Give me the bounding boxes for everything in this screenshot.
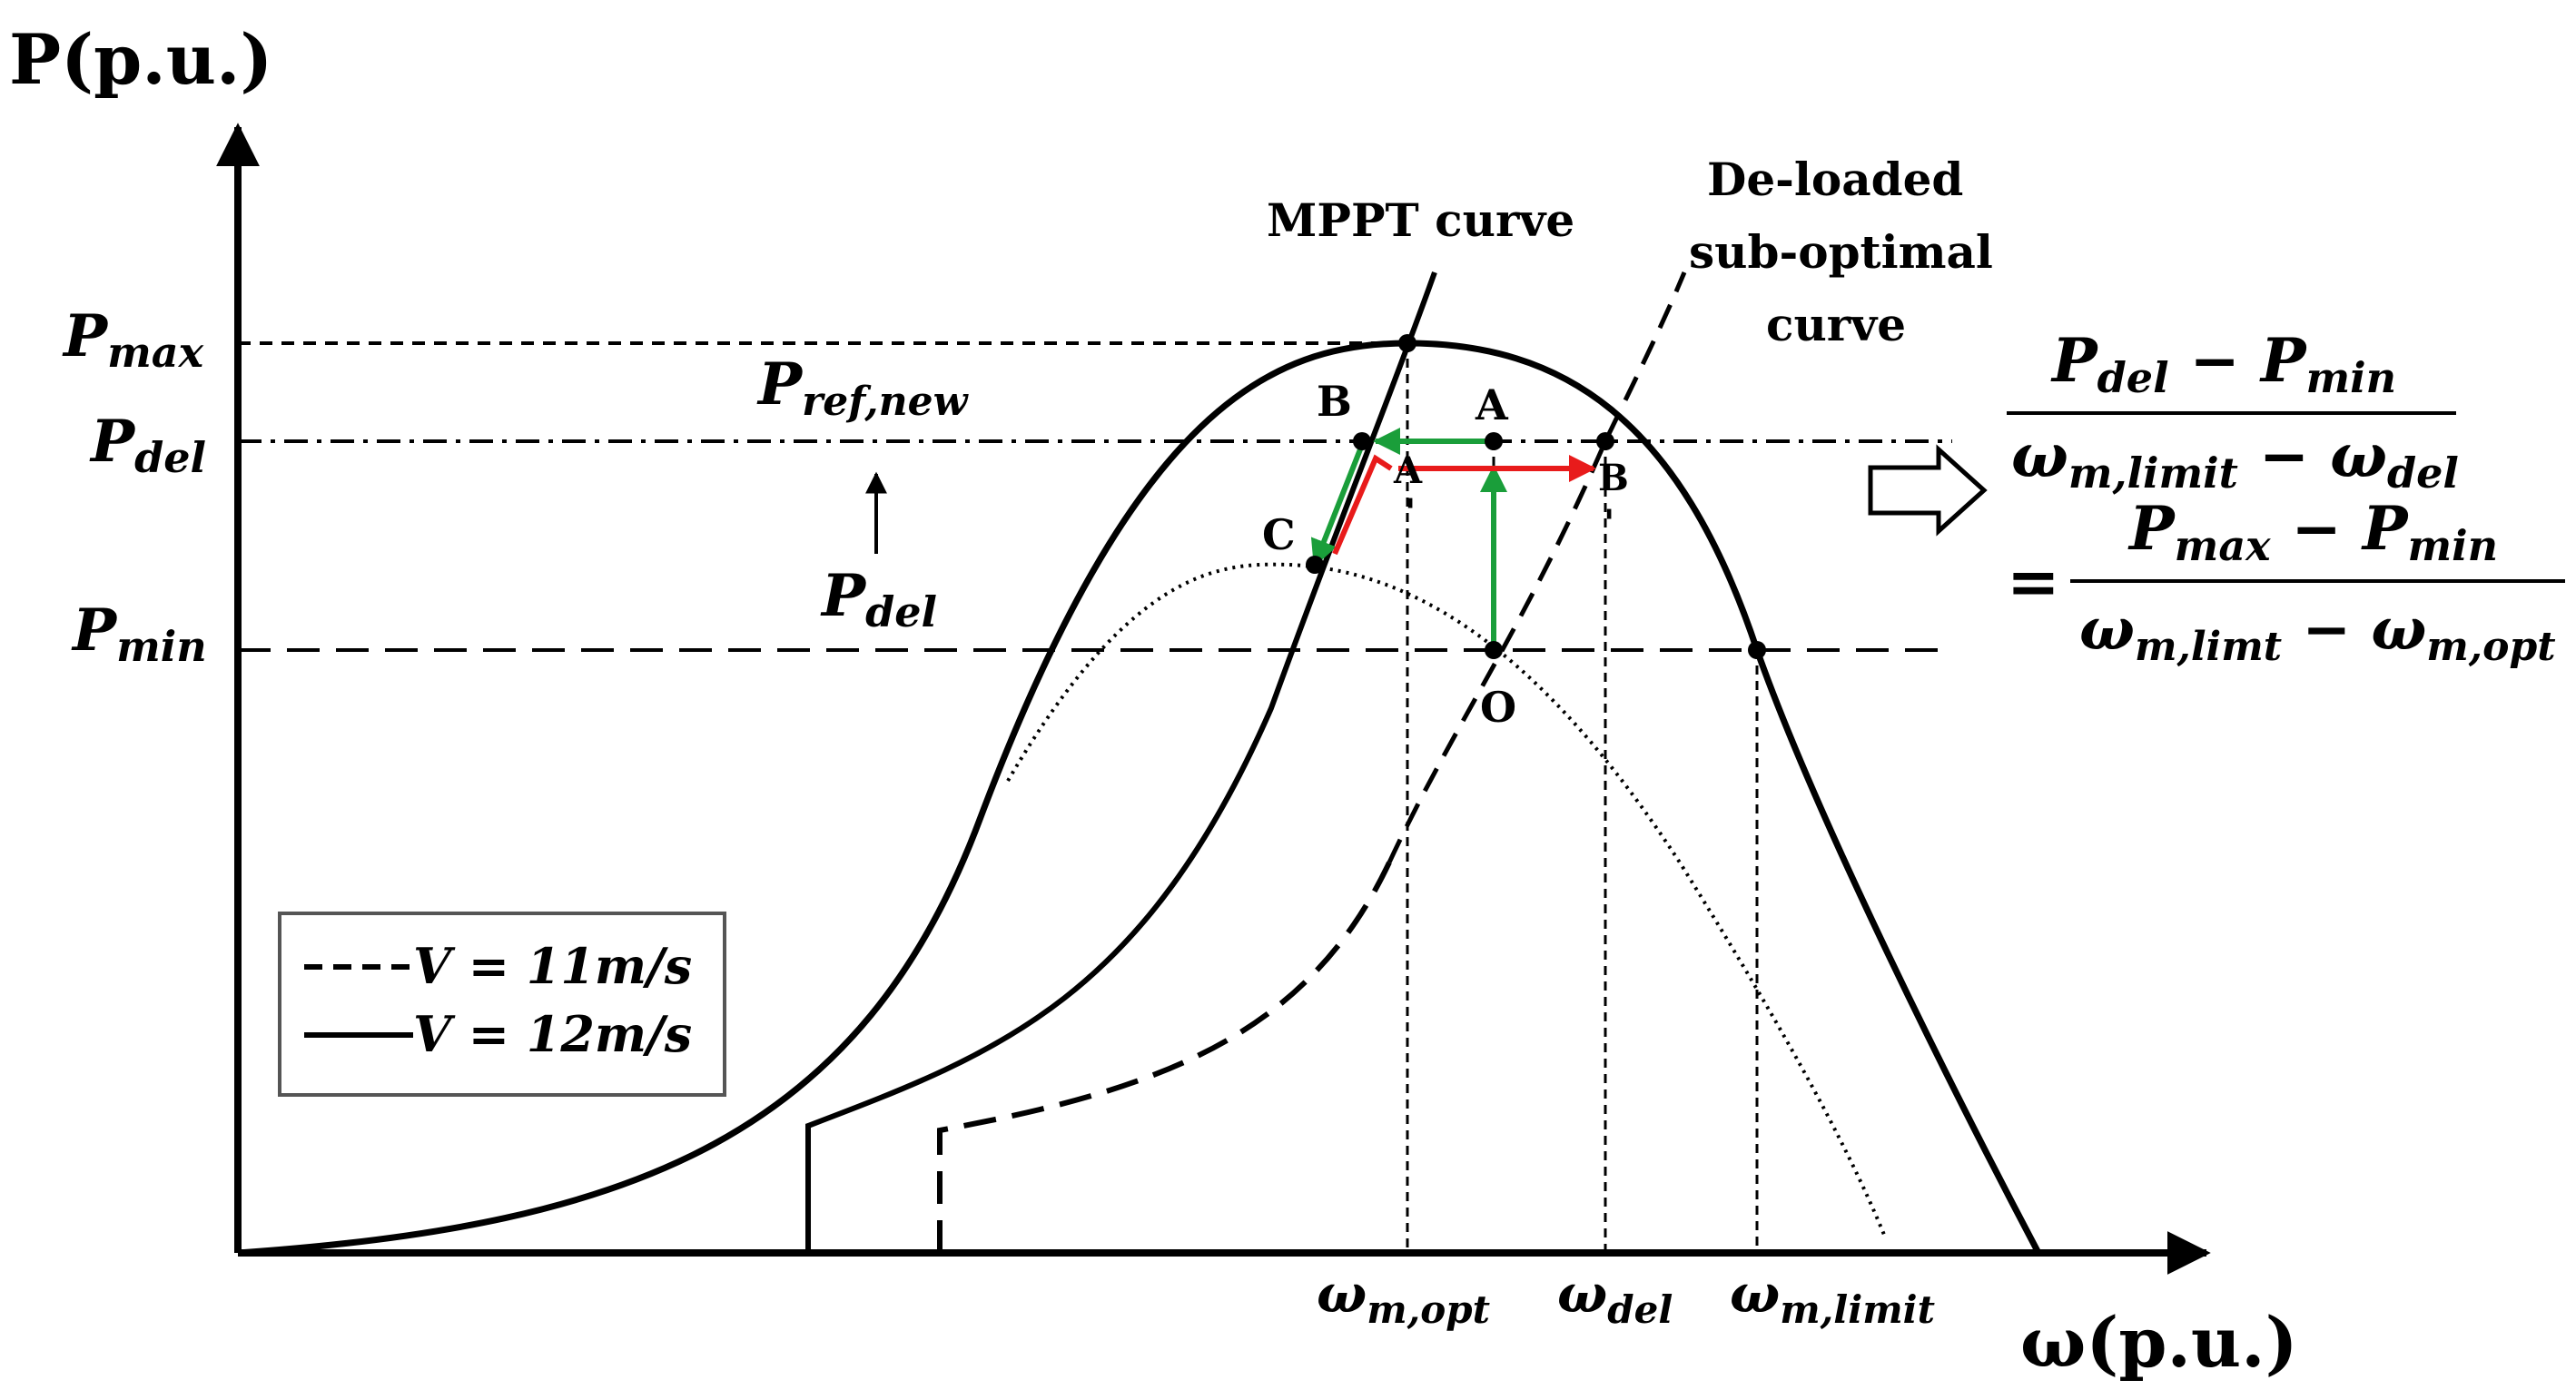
point-b-prime-tick: '	[1604, 502, 1614, 545]
omega-opt-label: ωm,opt	[1317, 1263, 1490, 1332]
point-c	[1306, 556, 1324, 574]
deloaded-label-line1: De-loaded	[1707, 153, 1963, 206]
deloaded-curve	[1387, 271, 1687, 864]
point-b-label: B	[1317, 377, 1352, 426]
equation-numerator-1: Pdel − Pmin	[2050, 325, 2396, 402]
pref-new-label: Pref,new	[756, 350, 970, 425]
deloaded-label-line2: sub-optimal	[1689, 225, 1993, 279]
pdel-label: Pdel	[89, 408, 206, 482]
pdel-arrow-label: Pdel	[820, 562, 937, 636]
mppt-curve-12ms	[805, 271, 1437, 1253]
point-b	[1353, 432, 1371, 450]
pmax-label: Pmax	[62, 302, 204, 377]
legend-dashed-label: V = 11m/s	[413, 937, 692, 995]
point-o-label: O	[1480, 683, 1516, 732]
point-b-prime-label: B	[1598, 457, 1629, 499]
equation-numerator-2: Pmax − Pmin	[2127, 493, 2498, 570]
point-a-label: A	[1475, 380, 1509, 429]
point-a-prime-tick: '	[1405, 491, 1416, 534]
point-o	[1485, 641, 1503, 659]
slope-equation: Pdel − Pmin ωm,limit − ωdel = Pmax − Pmi…	[2007, 325, 2565, 670]
y-axis-label: P(p.u.)	[9, 19, 272, 100]
deloaded-label-line3: curve	[1766, 298, 1906, 351]
mppt-curve-11ms	[937, 861, 1392, 1253]
point-b-prime	[1596, 432, 1614, 450]
green-line-b-to-c	[1310, 443, 1365, 567]
legend-solid-label: V = 12m/s	[413, 1005, 692, 1063]
equation-equals: =	[2007, 544, 2060, 619]
power-curve-11ms	[1006, 562, 1886, 1236]
omega-limit-label: ωm,limit	[1730, 1263, 1935, 1332]
equation-denominator-1: ωm,limit − ωdel	[2011, 420, 2459, 498]
power-curve-12ms	[237, 340, 2042, 1257]
legend-box	[278, 912, 726, 1097]
point-limit	[1748, 641, 1766, 659]
x-axis-label: ω(p.u.)	[2020, 1302, 2298, 1383]
point-c-label: C	[1262, 510, 1296, 559]
point-a-prime-label: A	[1393, 449, 1423, 492]
point-pmax	[1398, 334, 1416, 352]
implies-arrow	[1868, 444, 1988, 537]
mppt-curve-label: MPPT curve	[1267, 193, 1574, 247]
omega-del-label: ωdel	[1557, 1263, 1673, 1332]
equation-denominator-2: ωm,limt − ωm,opt	[2079, 596, 2556, 670]
red-line-c-to-a-prime	[1332, 454, 1393, 556]
point-a	[1485, 432, 1503, 450]
pmin-label: Pmin	[71, 596, 207, 671]
